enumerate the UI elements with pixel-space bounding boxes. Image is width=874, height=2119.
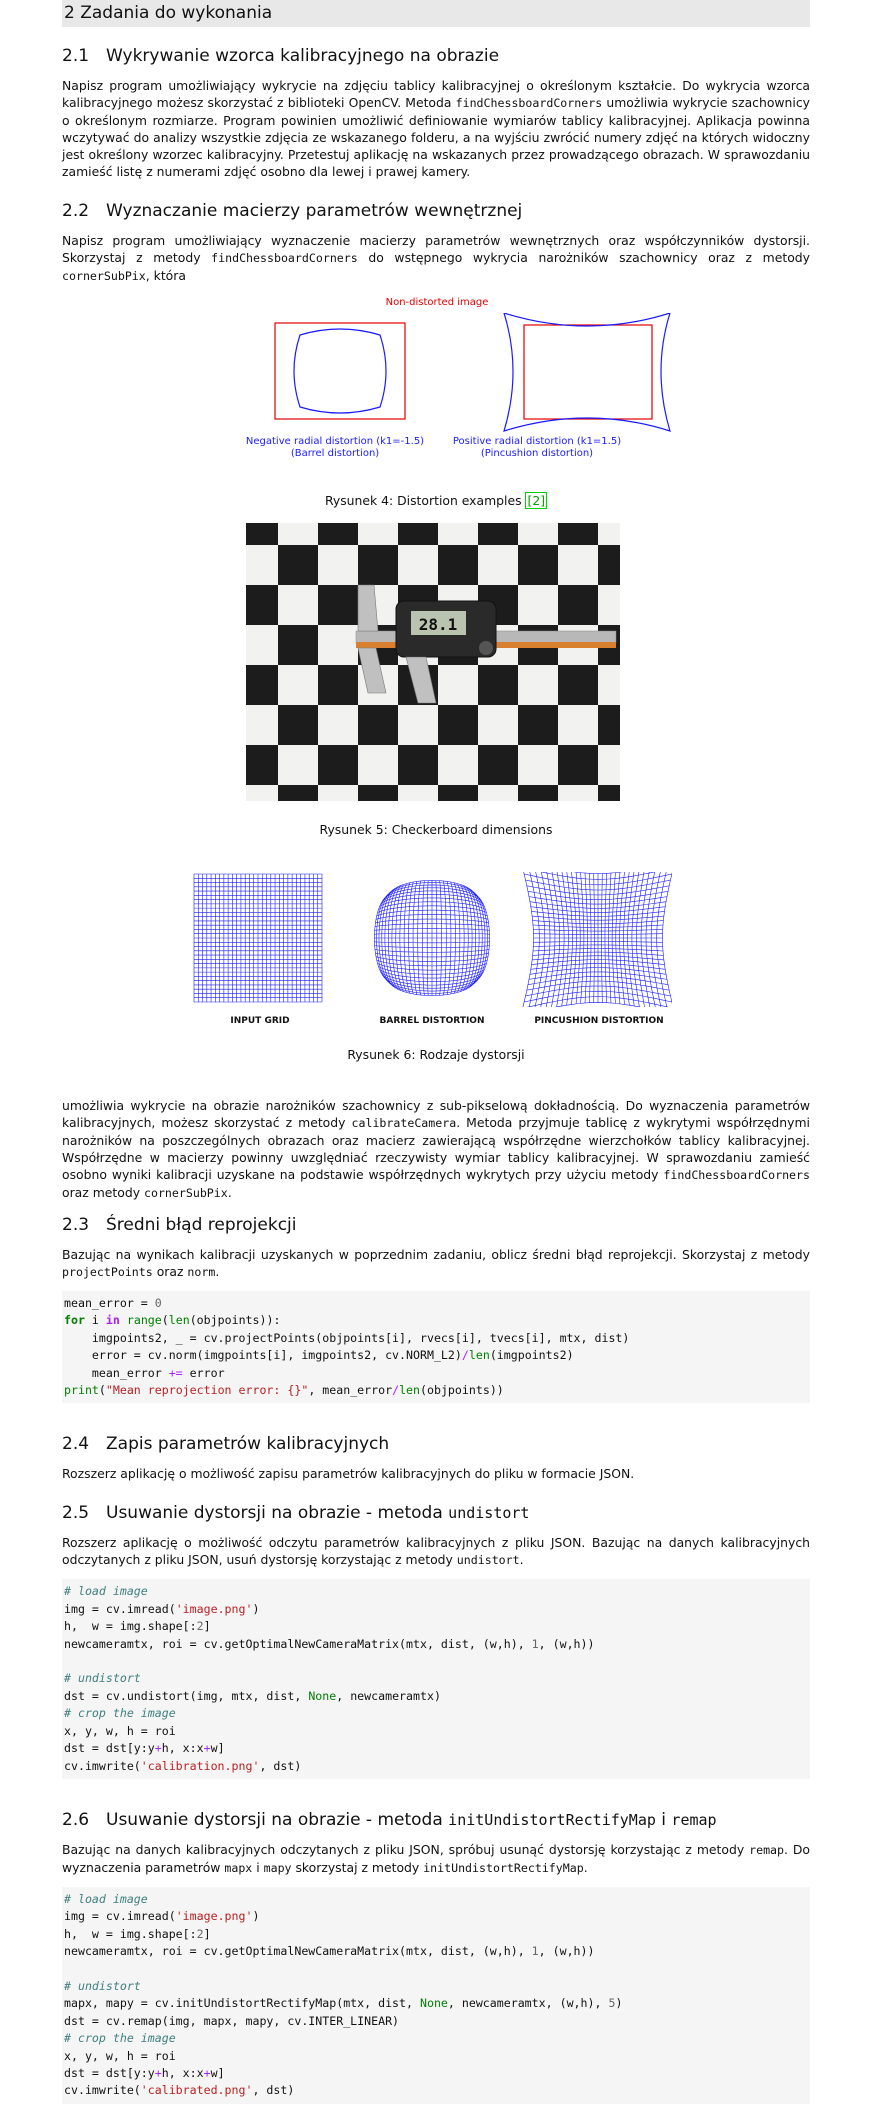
- figure-6-caption: Rysunek 6: Rodzaje dystorsji: [347, 1047, 525, 1062]
- subsection-2-4-heading: 2.4 Zapis parametrów kalibracyjnych: [62, 1434, 390, 1455]
- document-page: 2 Zadania do wykonania 2.1 Wykrywanie wzo…: [62, 0, 810, 2104]
- code-block-undistort: # load image img = cv.imread('image.png'…: [62, 1579, 810, 1779]
- figure-4: Non-distorted image Negative radial dist…: [62, 291, 810, 486]
- section-title: 2 Zadania do wykonania: [62, 0, 810, 27]
- subsection-2-3-heading: 2.3 Średni błąd reprojekcji: [62, 1215, 297, 1235]
- paragraph-2-1: Napisz program umożliwiający wykrycie na…: [62, 78, 810, 179]
- caliper-display: 28.1: [419, 615, 458, 634]
- code-block-reprojection: mean_error = 0 for i in range(len(objpoi…: [62, 1291, 810, 1404]
- figure-6: INPUT GRID BARREL DISTORTION PINCUSHION …: [62, 872, 810, 1032]
- figure-5: 28.1: [62, 523, 810, 801]
- paragraph-2-6: Bazując na danych kalibracyjnych odczyta…: [62, 1841, 811, 1875]
- pincushion-label: Positive radial distortion (k1=1.5) (Pinc…: [452, 436, 622, 459]
- subsection-2-2-heading: 2.2 Wyznaczanie macierzy parametrów wewnę…: [62, 201, 523, 221]
- figure-4-caption: Rysunek 4: Distortion examples [2]: [324, 492, 548, 509]
- figure-5-caption: Rysunek 5: Checkerboard dimensions: [319, 822, 553, 837]
- barrel-label: Negative radial distortion (k1=-1.5) (Bar…: [245, 436, 425, 459]
- paragraph-2-2: Napisz program umożliwiający wyznaczenie…: [62, 233, 810, 283]
- code-block-remap: # load image img = cv.imread('image.png'…: [62, 1886, 810, 2104]
- subsection-title: Wykrywanie wzorca kalibracyjnego na obra…: [106, 46, 500, 66]
- paragraph-2-3: Bazując na wynikach kalibracji uzyskanyc…: [62, 1247, 810, 1279]
- pincushion-distortion-label: PINCUSHION DISTORTION: [534, 1016, 664, 1026]
- subsection-2-1-heading: 2.1 Wykrywanie wzorca kalibracyjnego na o…: [62, 45, 810, 67]
- paragraph-2-5: Rozszerz aplikację o możliwość odczytu p…: [62, 1535, 810, 1568]
- grid-distortion-illustration: [193, 872, 672, 1007]
- paragraph-2-4: Rozszerz aplikację o możliwość zapisu pa…: [62, 1466, 635, 1482]
- citation-link[interactable]: [2]: [525, 492, 548, 509]
- subsection-number: 2.1: [62, 46, 90, 66]
- input-grid-label: INPUT GRID: [230, 1016, 290, 1026]
- subsection-2-5-heading: 2.5 Usuwanie dystorsji na obrazie - metod…: [62, 1503, 530, 1524]
- code-inline: findChessboardCorners: [455, 96, 603, 110]
- checkerboard-photo: 28.1: [246, 523, 620, 801]
- paragraph-2-2-continued: umożliwia wykrycie na obrazie narożników…: [62, 1098, 810, 1200]
- distortion-diagram: [274, 313, 671, 432]
- figure-4-title: Non-distorted image: [385, 297, 489, 308]
- barrel-distortion-label: BARREL DISTORTION: [379, 1016, 485, 1026]
- subsection-2-6-heading: 2.6 Usuwanie dystorsji na obrazie - metod…: [62, 1809, 717, 1830]
